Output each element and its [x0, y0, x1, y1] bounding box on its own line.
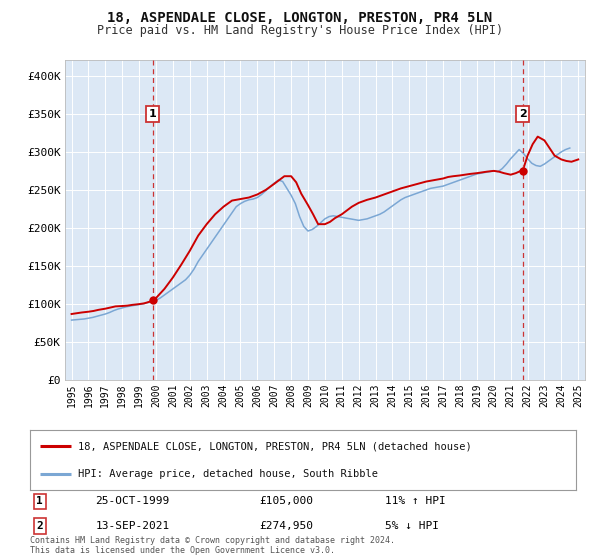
- Text: This data is licensed under the Open Government Licence v3.0.: This data is licensed under the Open Gov…: [30, 547, 335, 556]
- Text: HPI: Average price, detached house, South Ribble: HPI: Average price, detached house, Sout…: [78, 469, 378, 479]
- Text: 18, ASPENDALE CLOSE, LONGTON, PRESTON, PR4 5LN: 18, ASPENDALE CLOSE, LONGTON, PRESTON, P…: [107, 11, 493, 25]
- Text: 1: 1: [149, 109, 157, 119]
- Text: £274,950: £274,950: [259, 521, 313, 531]
- Text: £105,000: £105,000: [259, 496, 313, 506]
- Text: 2: 2: [519, 109, 527, 119]
- Text: 5% ↓ HPI: 5% ↓ HPI: [385, 521, 439, 531]
- Text: 1: 1: [37, 496, 43, 506]
- Text: 2: 2: [37, 521, 43, 531]
- Text: Contains HM Land Registry data © Crown copyright and database right 2024.: Contains HM Land Registry data © Crown c…: [30, 536, 395, 545]
- Text: Price paid vs. HM Land Registry's House Price Index (HPI): Price paid vs. HM Land Registry's House …: [97, 24, 503, 37]
- Text: 18, ASPENDALE CLOSE, LONGTON, PRESTON, PR4 5LN (detached house): 18, ASPENDALE CLOSE, LONGTON, PRESTON, P…: [78, 441, 472, 451]
- Text: 11% ↑ HPI: 11% ↑ HPI: [385, 496, 446, 506]
- Text: 13-SEP-2021: 13-SEP-2021: [95, 521, 170, 531]
- Text: 25-OCT-1999: 25-OCT-1999: [95, 496, 170, 506]
